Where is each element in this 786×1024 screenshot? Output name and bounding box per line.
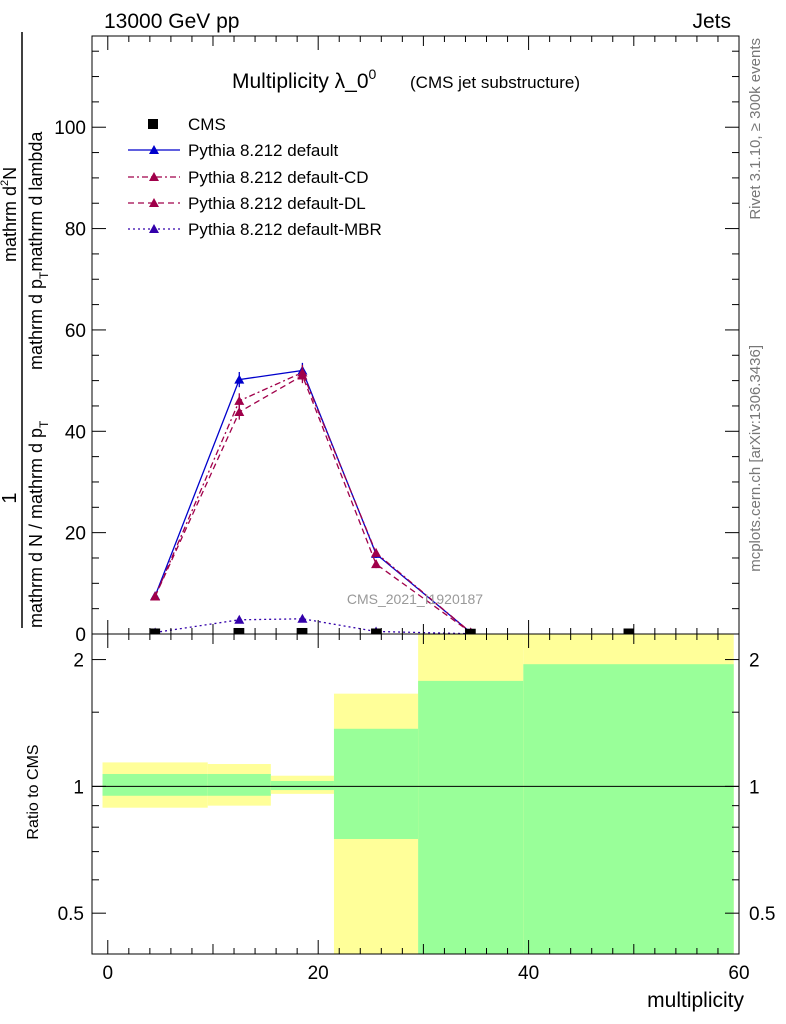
legend-label: Pythia 8.212 default-CD — [188, 168, 369, 187]
cms-data-point — [623, 628, 634, 634]
y-axis-label-top-N: N — [0, 167, 20, 180]
y-axis-label-upper-end: mathrm d lambda — [26, 131, 46, 272]
energy-label: 13000 GeV pp — [104, 10, 239, 33]
y-axis-label-denominator: mathrm d N / mathrm d pT — [26, 420, 51, 628]
series-point-4 — [297, 613, 308, 623]
legend-marker — [149, 145, 159, 154]
y-axis-label-upper: mathrm d pTmathrm d lambda — [26, 131, 51, 370]
main-y-tick-label: 80 — [65, 220, 86, 241]
legend-marker — [149, 198, 159, 207]
ratio-plot: 0.5 0.51 12 20 20 40 60 Ratio to CMS multiplic… — [25, 633, 775, 1012]
ratio-y-tick-label: 1 — [73, 777, 84, 798]
legend-label: Pythia 8.212 default-DL — [188, 194, 366, 213]
ratio-band-inner — [102, 773, 208, 796]
main-y-tick-label: 60 — [65, 321, 86, 342]
y-axis-label-upper-sub: T — [37, 271, 51, 279]
plot-title-sup: 0 — [369, 66, 377, 82]
legend-label: Pythia 8.212 default-MBR — [188, 220, 382, 239]
series-line-4 — [155, 618, 471, 634]
ratio-y-tick-label-right: 1 — [749, 777, 760, 798]
series-point-2 — [371, 547, 382, 557]
watermark: CMS_2021_I1920187 — [347, 591, 483, 607]
ratio-y-tick-label-right: 2 — [749, 651, 760, 672]
series-point-3 — [297, 370, 308, 380]
cms-data-point — [297, 627, 308, 634]
ratio-band-inner — [207, 773, 271, 796]
main-y-tick-label: 100 — [54, 118, 86, 139]
x-tick-label: 60 — [728, 963, 749, 984]
ratio-frame — [91, 633, 740, 955]
series-point-3 — [371, 559, 382, 569]
ratio-y-tick-label-right: 0.5 — [749, 904, 775, 925]
main-y-tick-label: 40 — [65, 422, 86, 443]
ratio-y-tick-label: 2 — [73, 651, 84, 672]
cms-data-point — [465, 628, 476, 634]
plot-subtitle: (CMS jet substructure) — [410, 73, 580, 92]
series-point-4 — [234, 614, 245, 624]
ratio-band-inner — [270, 780, 334, 791]
y-axis-label-numerator: 1 — [0, 492, 21, 503]
ratio-band-inner — [523, 664, 734, 954]
cms-data-point — [234, 627, 245, 634]
ratio-y-tick-label: 0.5 — [58, 904, 84, 925]
x-tick-label: 40 — [518, 963, 539, 984]
ratio-y-label: Ratio to CMS — [25, 744, 42, 839]
legend-marker-cms — [148, 119, 158, 129]
category-label: Jets — [692, 10, 731, 33]
cms-data-point — [150, 628, 161, 634]
plot-title: Multiplicity λ_00 — [232, 66, 377, 93]
series-point-2 — [234, 395, 245, 405]
x-axis-label: multiplicity — [647, 989, 744, 1012]
x-tick-label: 0 — [102, 963, 113, 984]
legend-marker — [149, 224, 159, 233]
y-axis-label-top-d: mathrm d — [0, 186, 20, 262]
y-axis-label-top-sup: 2 — [0, 180, 11, 186]
legend-label: CMS — [188, 115, 226, 134]
y-axis-label-denominator-sub: T — [37, 420, 51, 428]
x-tick-label: 20 — [308, 963, 329, 984]
ratio-band-inner — [418, 680, 524, 954]
rivet-label: Rivet 3.1.10, ≥ 300k events — [747, 38, 764, 220]
y-axis-label-top: mathrm d2N — [0, 167, 20, 262]
y-axis-label: 1 mathrm d N / mathrm d pT mathrm d pTma… — [0, 32, 51, 628]
legend-marker — [149, 172, 159, 181]
main-y-tick-label: 20 — [65, 524, 86, 545]
plot-title-main: Multiplicity λ_0 — [232, 70, 369, 93]
legend: CMS Pythia 8.212 default Pythia 8.212 defa… — [128, 115, 382, 239]
main-y-tick-label: 0 — [75, 625, 86, 646]
y-axis-label-upper-mid: mathrm d p — [26, 279, 46, 370]
y-axis-label-denominator-main: mathrm d N / mathrm d p — [26, 428, 46, 628]
mcplots-label: mcplots.cern.ch [arXiv:1306.3436] — [747, 345, 764, 572]
series-point-1 — [234, 374, 245, 384]
cms-data-point — [371, 628, 382, 634]
ratio-band-inner — [333, 728, 419, 840]
series-point-3 — [150, 591, 161, 601]
series-point-3 — [234, 407, 245, 417]
legend-label: Pythia 8.212 default — [188, 141, 339, 160]
